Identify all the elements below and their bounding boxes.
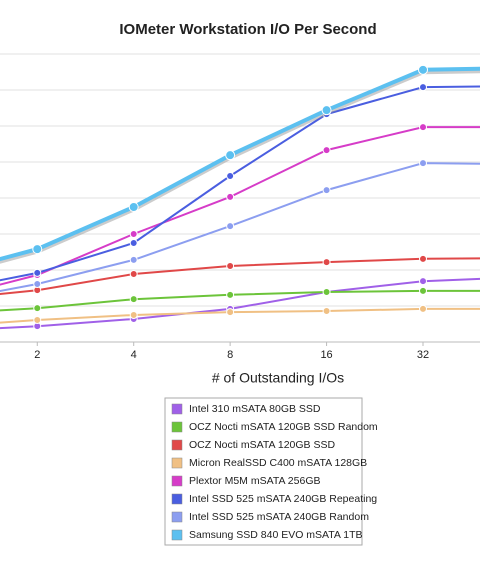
legend-swatch	[171, 421, 183, 433]
data-point	[322, 287, 331, 296]
series-line	[0, 289, 480, 312]
legend-label: Samsung SSD 840 EVO mSATA 1TB	[189, 529, 363, 541]
data-point	[419, 83, 428, 92]
line-shadow	[0, 68, 480, 264]
legend-label: OCZ Nocti mSATA 120GB SSD	[189, 439, 335, 451]
legend-label: OCZ Nocti mSATA 120GB SSD Random	[189, 421, 378, 433]
data-point	[226, 262, 235, 271]
data-point	[418, 64, 429, 75]
legend	[164, 397, 363, 546]
data-point	[226, 222, 235, 231]
data-point	[129, 239, 138, 247]
series-line	[0, 85, 480, 282]
data-point	[33, 316, 42, 325]
x-tick-label: 8	[227, 349, 233, 361]
data-point	[321, 105, 332, 116]
data-point	[226, 192, 235, 201]
legend-swatch	[171, 475, 183, 487]
legend-swatch	[171, 529, 183, 541]
x-axis-label: # of Outstanding I/Os	[212, 370, 344, 386]
data-point	[33, 280, 42, 289]
data-point	[419, 159, 428, 168]
data-point	[129, 295, 138, 304]
x-tick-label: 16	[320, 349, 332, 361]
data-point	[322, 307, 331, 316]
data-point	[322, 146, 331, 155]
data-point	[129, 230, 138, 238]
data-point	[226, 290, 235, 299]
chart-title: IOMeter Workstation I/O Per Second	[119, 21, 376, 38]
legend-label: Micron RealSSD C400 mSATA 128GB	[189, 457, 367, 469]
legend-label: Intel SSD 525 mSATA 240GB Repeating	[189, 493, 377, 505]
series-line	[0, 66, 480, 262]
data-point	[33, 304, 42, 313]
data-point	[419, 286, 428, 295]
x-tick-label: 2	[34, 349, 40, 361]
data-point	[419, 254, 428, 263]
legend-items: Intel 310 mSATA 80GB SSD OCZ Nocti mSATA …	[171, 403, 378, 541]
data-point	[225, 150, 236, 161]
grid: 2 4 8 16 32	[0, 53, 480, 361]
data-point	[322, 186, 331, 195]
legend-label: Intel 310 mSATA 80GB SSD	[189, 403, 321, 415]
legend-swatch	[171, 403, 183, 415]
data-point	[129, 255, 138, 264]
plot-area	[0, 64, 480, 331]
x-tick-label: 32	[417, 349, 429, 361]
data-point	[419, 123, 428, 132]
x-tick-label: 4	[131, 349, 137, 361]
data-point	[128, 202, 139, 212]
legend-swatch	[171, 457, 183, 469]
legend-swatch	[171, 511, 183, 523]
legend-swatch	[171, 493, 183, 505]
data-point	[322, 258, 331, 267]
data-point	[32, 244, 43, 255]
data-point	[226, 172, 235, 181]
data-point	[33, 268, 42, 277]
data-point	[419, 277, 428, 286]
data-point	[129, 311, 138, 319]
data-point	[419, 304, 428, 313]
data-point	[226, 308, 235, 317]
legend-label: Plextor M5M mSATA 256GB	[189, 475, 321, 487]
legend-label: Intel SSD 525 mSATA 240GB Random	[189, 511, 369, 523]
legend-swatch	[171, 439, 183, 451]
data-point	[129, 269, 138, 278]
